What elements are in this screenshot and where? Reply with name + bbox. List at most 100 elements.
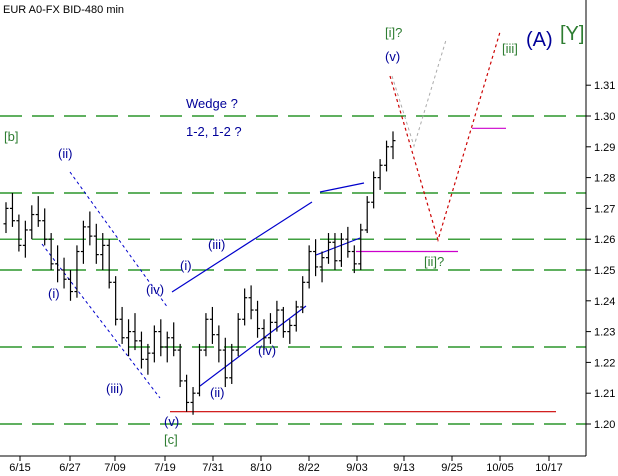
ohlc-bar (184, 374, 190, 412)
wedge-upper-line (171, 201, 313, 293)
y-tick-label-9: 1.29 (594, 142, 615, 154)
ohlc-bar (190, 387, 196, 415)
x-tick-label-7: 9/03 (346, 462, 367, 474)
wedge-lower-line (199, 305, 307, 387)
ohlc-bar (319, 251, 325, 283)
ohlc-bar (55, 245, 61, 283)
ohlc-bar (377, 159, 383, 190)
wave-label-iv-mid: (iv) (258, 343, 276, 358)
x-tick-label-8: 9/13 (393, 462, 414, 474)
y-tick-label-7: 1.27 (594, 203, 615, 215)
ohlc-bar (267, 313, 273, 344)
ohlc-bar (138, 331, 144, 369)
ohlc-bar (313, 239, 319, 277)
y-tick-label-1: 1.21 (594, 388, 615, 400)
wave-label-i-top: [i]? (385, 25, 402, 40)
ohlc-bar (87, 211, 93, 246)
ohlc-bar (248, 285, 254, 320)
wave-label-i-mid: (i) (180, 258, 192, 273)
wave-label-iv-lower: (iv) (146, 282, 164, 297)
ohlc-bar (338, 233, 344, 267)
ohlc-bar (197, 343, 202, 397)
wave-label-Y: [Y] (560, 23, 584, 45)
ohlc-bar (106, 239, 112, 289)
ohlc-bar (235, 313, 241, 357)
ohlc-bar (222, 337, 228, 388)
grid-layer: 1.20 1.21 1.22 1.23 1.24 1.25 1.26 1.27 1.28 1.29… (0, 80, 615, 474)
bar-layer (3, 131, 396, 415)
ohlc-bar (229, 343, 235, 384)
label-layer: [b] (i) (ii) (iii) (iv) (v) [c] (i) (ii) (iii) (iv… (4, 23, 584, 447)
y-tick-label-5: 1.25 (594, 265, 615, 277)
ohlc-bar (326, 233, 331, 264)
y-tick-label-0: 1.20 (594, 419, 615, 431)
ohlc-bar (3, 202, 9, 234)
wave-label-i-lower: (i) (48, 286, 60, 301)
ohlc-bar (261, 319, 267, 351)
flag-lower-line (315, 237, 361, 256)
ohlc-bar (29, 205, 35, 240)
ohlc-bar (48, 233, 54, 270)
y-tick-label-2: 1.22 (594, 357, 615, 369)
wave-label-iii-mid: (iii) (208, 237, 225, 252)
y-tick-label-4: 1.24 (594, 296, 615, 308)
x-tick-label-2: 7/09 (104, 462, 125, 474)
ohlc-bar (364, 196, 370, 234)
ohlc-bar (390, 131, 396, 160)
note-wedge: Wedge ? (186, 96, 238, 111)
ohlc-bar (74, 245, 80, 298)
ohlc-bar (351, 245, 357, 274)
wave-label-b: [b] (4, 129, 18, 144)
note-12-12: 1-2, 1-2 ? (186, 124, 242, 139)
ohlc-bar (345, 226, 351, 258)
ohlc-bar (16, 214, 22, 252)
ohlc-bar (158, 319, 164, 357)
ohlc-bar (287, 319, 293, 344)
ohlc-bar (371, 171, 377, 209)
ohlc-bar (68, 270, 73, 301)
ohlc-bar (293, 300, 299, 332)
ohlc-bar (216, 325, 222, 363)
ohlc-bar (384, 140, 390, 172)
ohlc-bar (42, 208, 48, 246)
ohlc-bar (9, 193, 15, 227)
ohlc-bar (171, 322, 177, 357)
x-tick-label-0: 6/15 (9, 462, 30, 474)
ohlc-bar (22, 220, 28, 258)
ohlc-bar (61, 257, 67, 289)
ohlc-bar (242, 288, 248, 326)
ohlc-bar (332, 233, 338, 270)
wave-label-v-lower: (v) (164, 414, 179, 429)
y-tick-label-3: 1.23 (594, 327, 615, 339)
ohlc-bar (113, 276, 119, 326)
wave-label-ii-lower: (ii) (58, 146, 72, 161)
ohlc-bar (35, 196, 41, 227)
ohlc-bar (151, 325, 157, 363)
ohlc-bar (255, 300, 261, 338)
wave-label-iii-proj: [iii] (502, 41, 518, 56)
x-tick-label-10: 10/05 (486, 462, 514, 474)
ohlc-bar (132, 313, 138, 351)
x-tick-label-5: 8/10 (250, 462, 271, 474)
x-tick-label-4: 7/31 (202, 462, 223, 474)
x-tick-label-11: 10/17 (535, 462, 563, 474)
ohlc-bar (164, 331, 170, 363)
chart-title: EUR A0-FX BID-480 min (3, 4, 124, 16)
wave-label-iii-lower: (iii) (106, 381, 123, 396)
y-tick-label-10: 1.30 (594, 111, 615, 123)
wave-label-v-top: (v) (385, 49, 400, 64)
y-tick-label-11: 1.31 (594, 80, 615, 92)
ohlc-bar (80, 220, 86, 264)
x-tick-label-9: 9/25 (441, 462, 462, 474)
ohlc-bar (119, 306, 125, 344)
decline-channel-upper (69, 171, 169, 309)
projection-gray-path (391, 39, 447, 148)
ohlc-bar (126, 319, 132, 357)
y-tick-label-8: 1.28 (594, 173, 615, 185)
ohlc-bar (209, 306, 215, 344)
wave-label-A: (A) (526, 29, 553, 51)
wave-label-ii-mid: (ii) (210, 385, 224, 400)
wave-label-c: [c] (164, 432, 178, 447)
